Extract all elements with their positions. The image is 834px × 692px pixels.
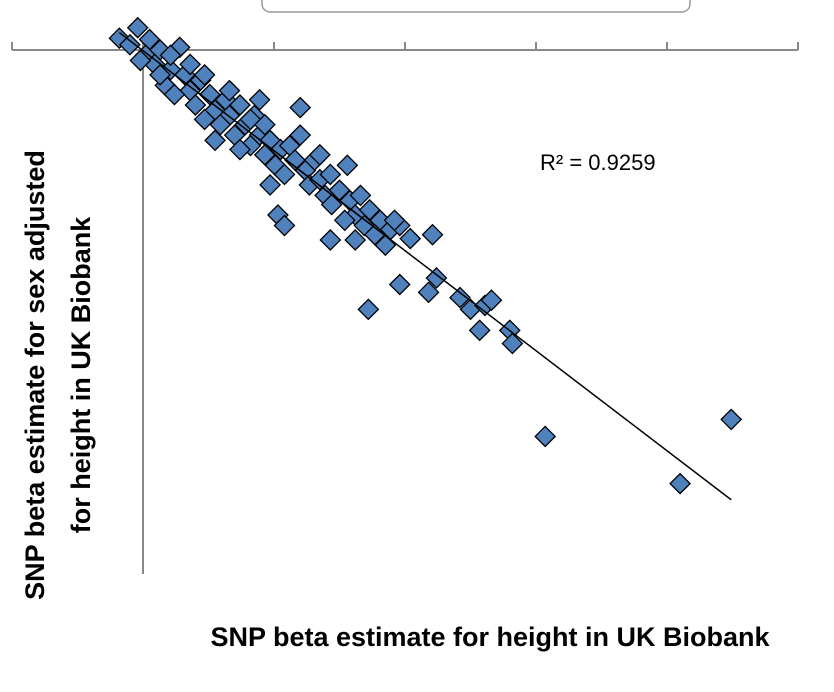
point [421,223,444,246]
point [284,149,306,171]
point [126,16,149,39]
point [399,227,422,250]
point [273,163,296,186]
point [534,425,557,448]
point [184,94,207,116]
point [118,33,141,56]
point [193,63,216,86]
point [273,214,296,237]
point [149,63,171,86]
point [417,281,440,304]
point [501,332,524,355]
point [349,184,372,207]
point [193,108,216,131]
point [383,209,406,232]
point [720,408,743,431]
point [239,108,262,131]
point [358,198,381,221]
point [289,124,312,147]
point [179,53,202,76]
point [333,209,356,232]
trendline [118,32,732,501]
point [248,88,271,111]
point [253,113,276,136]
r-squared: R² = 0.9259 [540,150,656,175]
point [253,143,276,166]
point [159,44,182,67]
point [319,163,342,186]
point [259,174,281,196]
point [229,94,251,116]
point [468,319,491,342]
y-axis-title: for height in UK Biobank [66,216,96,533]
point [204,129,226,152]
point [129,49,152,72]
point [344,229,367,251]
point [319,229,342,251]
point [669,472,692,495]
point [218,79,241,102]
point [209,113,232,136]
point [449,286,471,309]
point [388,273,411,296]
point [289,96,312,119]
point [357,298,380,321]
point [425,267,448,289]
point [336,154,359,177]
point [308,143,331,166]
point [480,289,503,312]
point [363,223,386,246]
legend-box [261,0,691,13]
point [229,138,251,161]
point [320,193,343,216]
y-axis-title: SNP beta estimate for sex adjusted [20,150,50,600]
point [163,83,186,106]
x-axis-title: SNP beta estimate for height in UK Bioba… [210,622,770,652]
point [198,83,221,106]
